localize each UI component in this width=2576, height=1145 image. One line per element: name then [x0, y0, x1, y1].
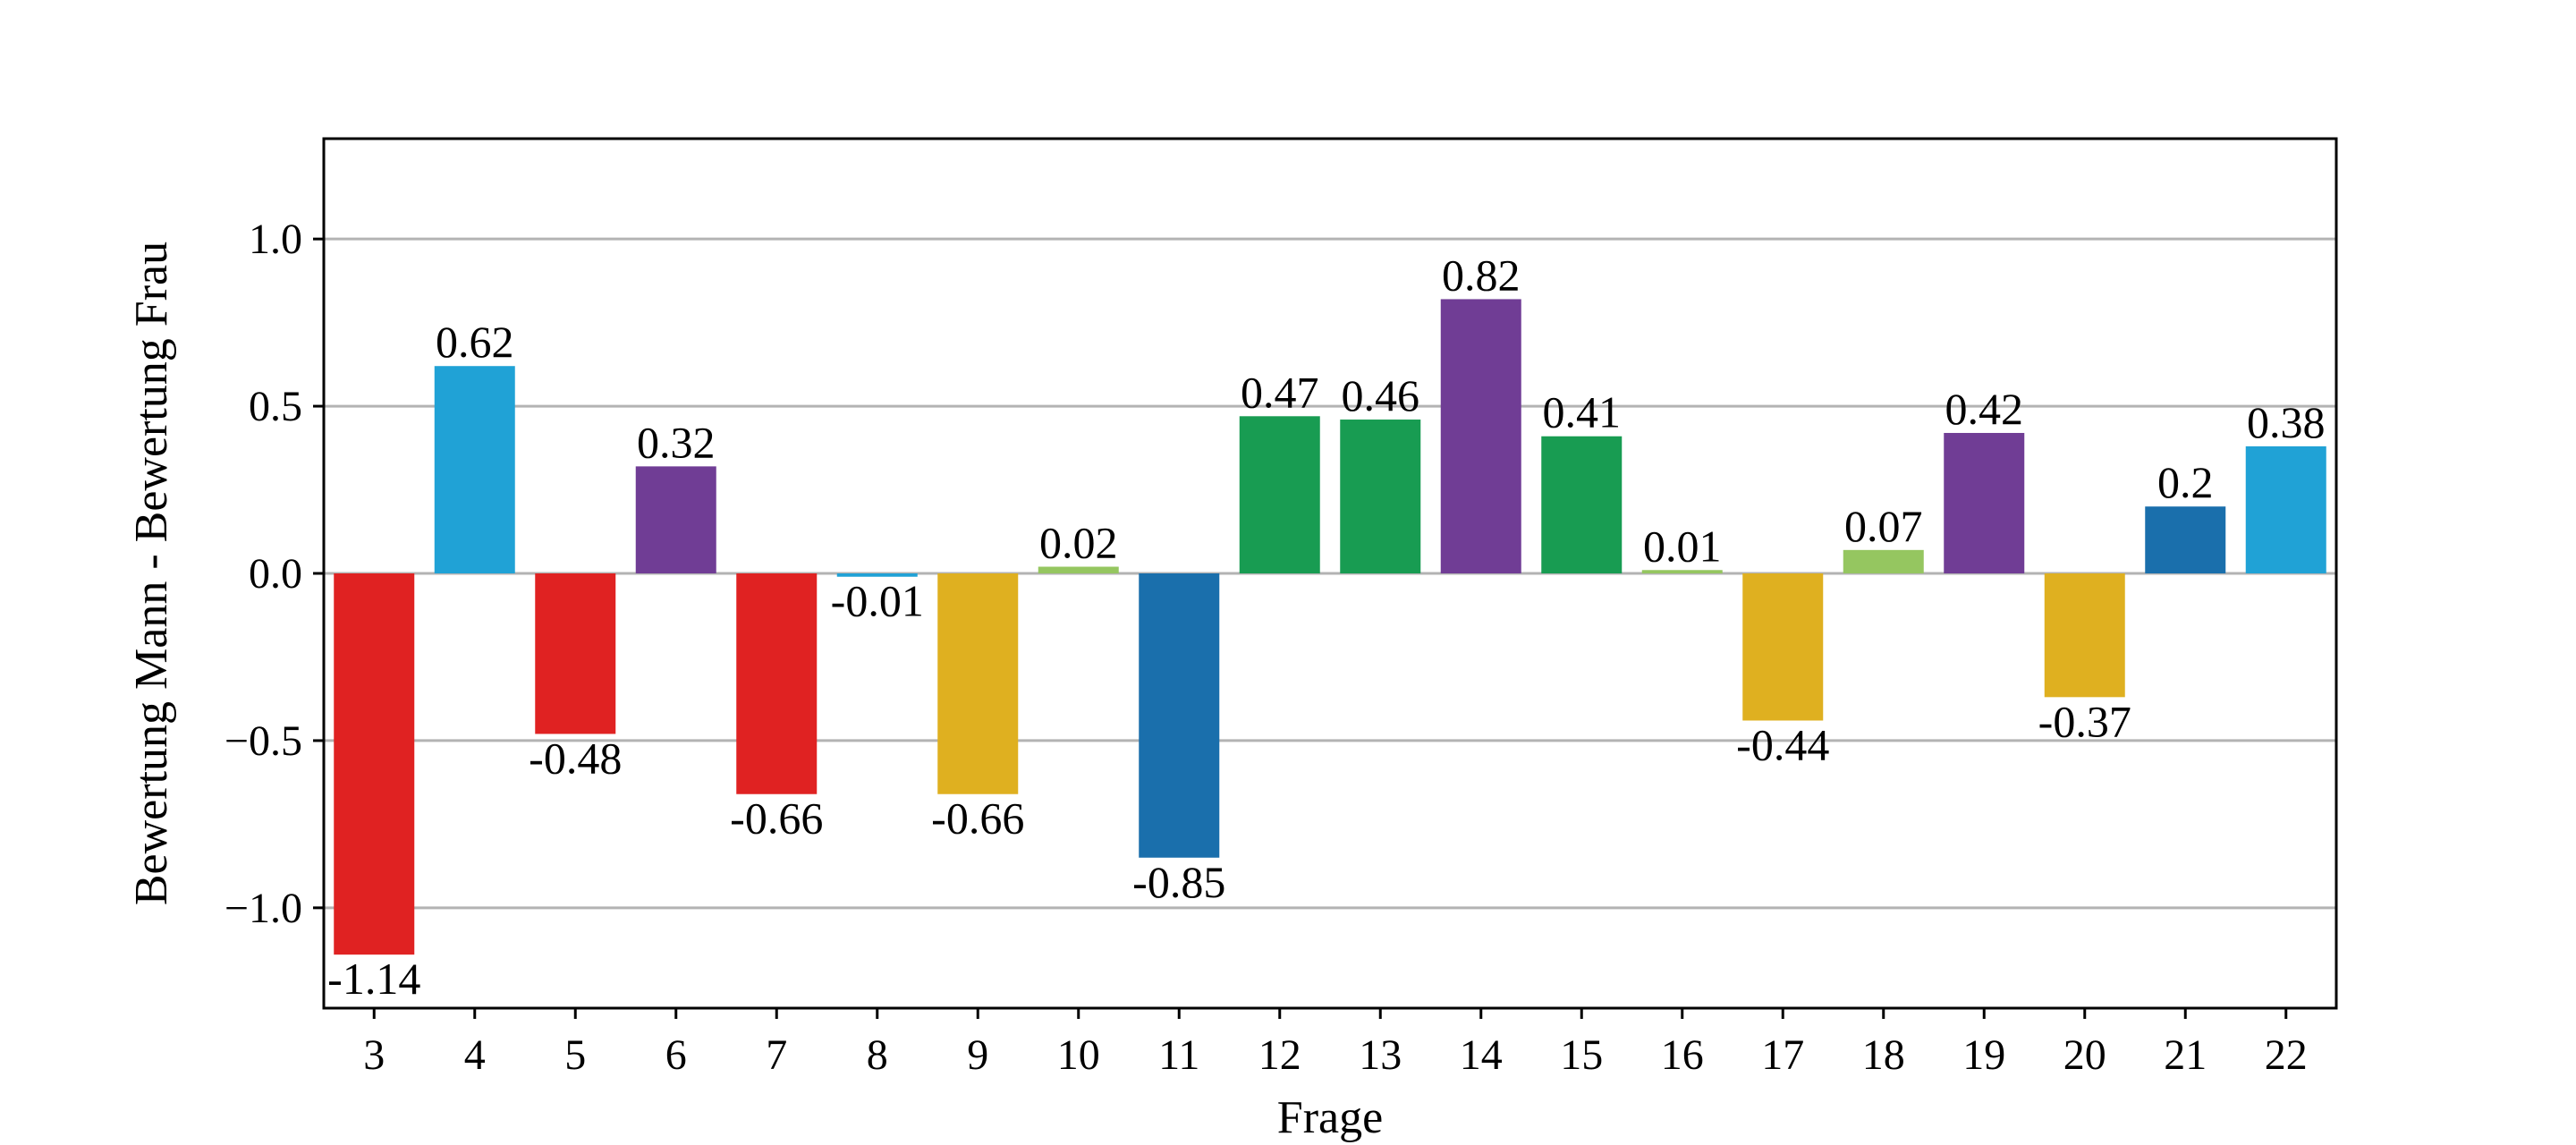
data-label: 0.32	[637, 417, 716, 467]
bar	[1843, 549, 1924, 573]
x-tick-label: 13	[1359, 1031, 1402, 1079]
bar	[535, 573, 616, 734]
bar	[736, 573, 818, 794]
data-labels: -1.14 0.62 -0.48 0.32 -0.66 -0.01 -0.66 0.02 -0.…	[327, 250, 2325, 1004]
x-tick-label: 20	[2063, 1031, 2106, 1079]
x-tick-label: 12	[1258, 1031, 1301, 1079]
bar	[1541, 436, 1623, 573]
bar	[334, 573, 415, 955]
bar	[1440, 299, 1521, 573]
bar	[937, 573, 1019, 794]
y-axis-ticks: −1.0 −0.5 0.0 0.5 1.0	[225, 216, 324, 932]
x-tick-label: 16	[1661, 1031, 1704, 1079]
bar	[1641, 570, 1723, 573]
x-tick-label: 22	[2265, 1031, 2308, 1079]
bar	[836, 573, 918, 577]
data-label: -0.44	[1736, 719, 1829, 769]
x-tick-label: 6	[665, 1031, 687, 1079]
y-tick-label: 0.5	[249, 383, 302, 430]
x-tick-label: 5	[564, 1031, 586, 1079]
data-label: -0.48	[529, 733, 622, 783]
data-label: -0.66	[931, 793, 1024, 844]
bar	[2245, 445, 2326, 573]
bar	[1139, 573, 1220, 858]
y-tick-label: −1.0	[225, 885, 302, 932]
x-tick-label: 3	[363, 1031, 385, 1079]
data-label: 0.42	[1945, 384, 2024, 434]
x-tick-label: 18	[1862, 1031, 1905, 1079]
x-axis-label: Frage	[1277, 1092, 1383, 1143]
data-label: 0.07	[1844, 501, 1923, 551]
data-label: 0.82	[1442, 250, 1521, 300]
data-label: -0.85	[1132, 857, 1225, 907]
bars	[334, 299, 2326, 955]
data-label: -0.37	[2038, 696, 2131, 746]
y-tick-label: 0.0	[249, 550, 302, 598]
x-tick-label: 10	[1057, 1031, 1100, 1079]
data-label: -1.14	[327, 954, 420, 1004]
x-tick-label: 7	[766, 1031, 787, 1079]
bar	[1239, 416, 1320, 573]
bar	[2145, 506, 2226, 573]
data-label: 0.62	[436, 317, 514, 367]
bar	[434, 366, 515, 573]
x-tick-label: 11	[1158, 1031, 1199, 1079]
y-axis-label: Bewertung Mann - Bewertung Frau	[126, 242, 177, 905]
data-label: -0.01	[831, 576, 924, 626]
x-tick-label: 14	[1460, 1031, 1503, 1079]
data-label: 0.47	[1241, 367, 1319, 417]
y-tick-label: −0.5	[225, 717, 302, 765]
x-tick-label: 4	[464, 1031, 486, 1079]
data-label: 0.02	[1039, 518, 1118, 568]
data-label: 0.38	[2247, 397, 2326, 447]
bar	[1944, 432, 2025, 573]
bar	[1742, 573, 1824, 721]
data-label: 0.2	[2157, 457, 2214, 507]
bar	[1038, 566, 1119, 573]
x-tick-label: 8	[867, 1031, 888, 1079]
data-label: 0.01	[1643, 521, 1722, 571]
x-tick-label: 21	[2164, 1031, 2207, 1079]
data-label: 0.41	[1543, 387, 1622, 437]
bar	[635, 466, 716, 573]
x-tick-label: 19	[1962, 1031, 2005, 1079]
x-tick-label: 15	[1560, 1031, 1603, 1079]
x-tick-label: 17	[1761, 1031, 1804, 1079]
x-tick-label: 9	[967, 1031, 988, 1079]
x-axis-ticks: 3 4 5 6 7 8 9 10 11 12 13 14 15 16 17 18 19 20 21 22	[363, 1008, 2308, 1079]
bar	[1340, 420, 1421, 573]
bar	[2044, 573, 2125, 698]
y-tick-label: 1.0	[249, 216, 302, 263]
data-label: -0.66	[730, 793, 823, 844]
data-label: 0.46	[1342, 370, 1420, 420]
